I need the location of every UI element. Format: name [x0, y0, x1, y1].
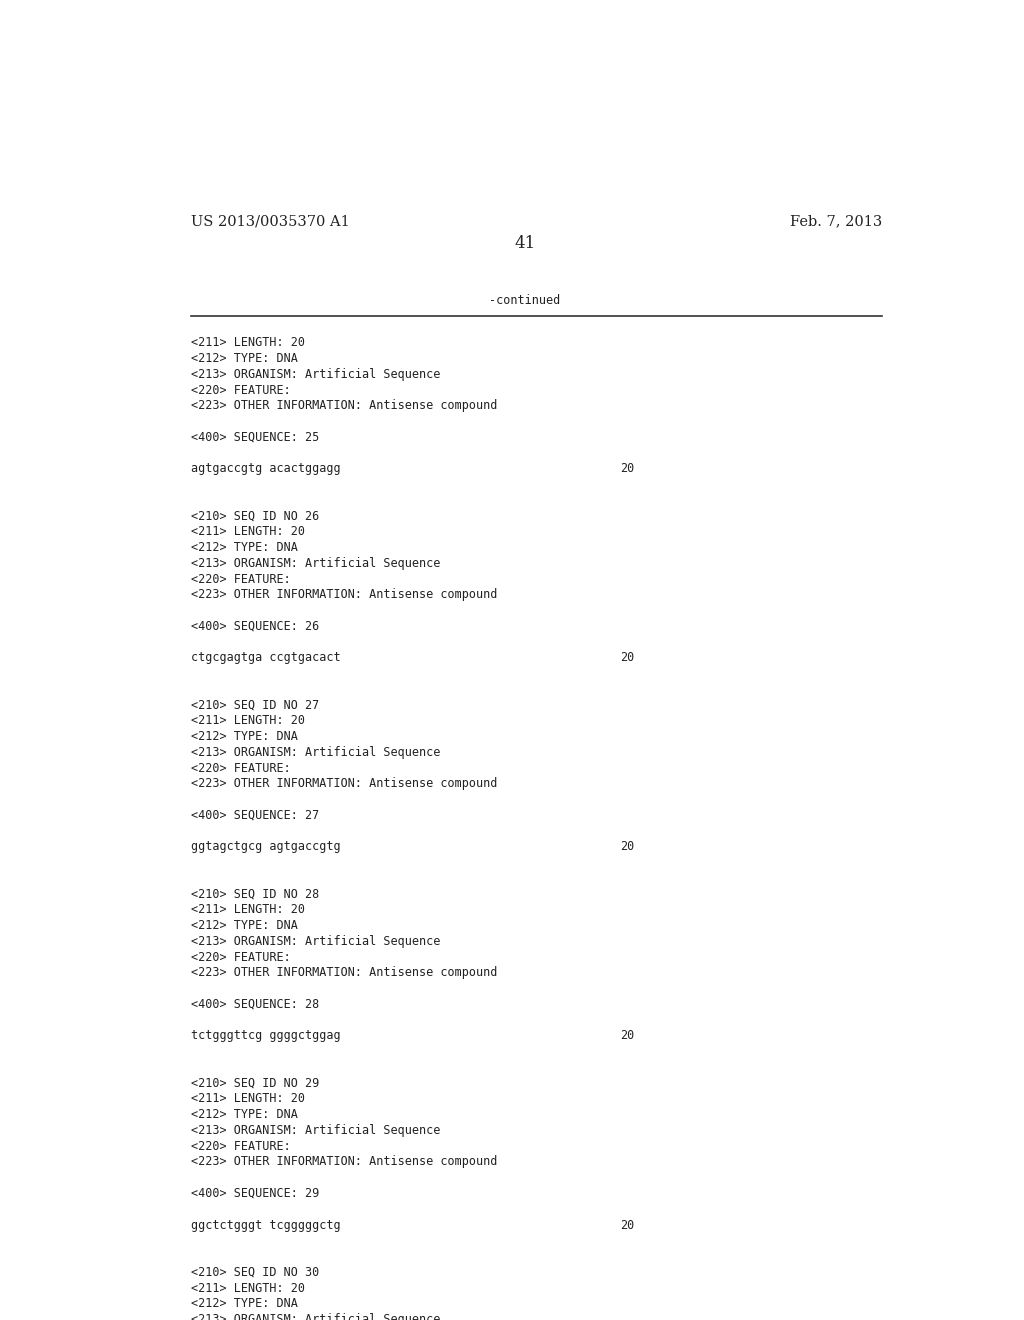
Text: <223> OTHER INFORMATION: Antisense compound: <223> OTHER INFORMATION: Antisense compo… — [191, 589, 498, 602]
Text: <400> SEQUENCE: 26: <400> SEQUENCE: 26 — [191, 620, 319, 632]
Text: tctgggttcg ggggctggag: tctgggttcg ggggctggag — [191, 1030, 341, 1043]
Text: <212> TYPE: DNA: <212> TYPE: DNA — [191, 1109, 298, 1121]
Text: <213> ORGANISM: Artificial Sequence: <213> ORGANISM: Artificial Sequence — [191, 557, 441, 570]
Text: <223> OTHER INFORMATION: Antisense compound: <223> OTHER INFORMATION: Antisense compo… — [191, 1155, 498, 1168]
Text: <212> TYPE: DNA: <212> TYPE: DNA — [191, 919, 298, 932]
Text: 20: 20 — [620, 841, 634, 854]
Text: <213> ORGANISM: Artificial Sequence: <213> ORGANISM: Artificial Sequence — [191, 368, 441, 380]
Text: <400> SEQUENCE: 27: <400> SEQUENCE: 27 — [191, 809, 319, 822]
Text: <400> SEQUENCE: 28: <400> SEQUENCE: 28 — [191, 998, 319, 1011]
Text: <223> OTHER INFORMATION: Antisense compound: <223> OTHER INFORMATION: Antisense compo… — [191, 399, 498, 412]
Text: <210> SEQ ID NO 29: <210> SEQ ID NO 29 — [191, 1077, 319, 1090]
Text: 20: 20 — [620, 1218, 634, 1232]
Text: <223> OTHER INFORMATION: Antisense compound: <223> OTHER INFORMATION: Antisense compo… — [191, 966, 498, 979]
Text: <213> ORGANISM: Artificial Sequence: <213> ORGANISM: Artificial Sequence — [191, 1313, 441, 1320]
Text: 20: 20 — [620, 651, 634, 664]
Text: <210> SEQ ID NO 30: <210> SEQ ID NO 30 — [191, 1266, 319, 1279]
Text: <212> TYPE: DNA: <212> TYPE: DNA — [191, 352, 298, 366]
Text: <212> TYPE: DNA: <212> TYPE: DNA — [191, 1298, 298, 1311]
Text: ctgcgagtga ccgtgacact: ctgcgagtga ccgtgacact — [191, 651, 341, 664]
Text: Feb. 7, 2013: Feb. 7, 2013 — [790, 214, 882, 228]
Text: <211> LENGTH: 20: <211> LENGTH: 20 — [191, 337, 305, 350]
Text: <210> SEQ ID NO 28: <210> SEQ ID NO 28 — [191, 887, 319, 900]
Text: <210> SEQ ID NO 26: <210> SEQ ID NO 26 — [191, 510, 319, 523]
Text: ggtagctgcg agtgaccgtg: ggtagctgcg agtgaccgtg — [191, 841, 341, 854]
Text: <210> SEQ ID NO 27: <210> SEQ ID NO 27 — [191, 698, 319, 711]
Text: <220> FEATURE:: <220> FEATURE: — [191, 573, 291, 586]
Text: 20: 20 — [620, 1030, 634, 1043]
Text: <211> LENGTH: 20: <211> LENGTH: 20 — [191, 1282, 305, 1295]
Text: <211> LENGTH: 20: <211> LENGTH: 20 — [191, 525, 305, 539]
Text: <220> FEATURE:: <220> FEATURE: — [191, 384, 291, 396]
Text: <220> FEATURE:: <220> FEATURE: — [191, 1139, 291, 1152]
Text: agtgaccgtg acactggagg: agtgaccgtg acactggagg — [191, 462, 341, 475]
Text: <220> FEATURE:: <220> FEATURE: — [191, 950, 291, 964]
Text: 41: 41 — [514, 235, 536, 252]
Text: ggctctgggt tcgggggctg: ggctctgggt tcgggggctg — [191, 1218, 341, 1232]
Text: <400> SEQUENCE: 25: <400> SEQUENCE: 25 — [191, 430, 319, 444]
Text: <212> TYPE: DNA: <212> TYPE: DNA — [191, 730, 298, 743]
Text: <400> SEQUENCE: 29: <400> SEQUENCE: 29 — [191, 1187, 319, 1200]
Text: US 2013/0035370 A1: US 2013/0035370 A1 — [191, 214, 350, 228]
Text: 20: 20 — [620, 462, 634, 475]
Text: <213> ORGANISM: Artificial Sequence: <213> ORGANISM: Artificial Sequence — [191, 935, 441, 948]
Text: <213> ORGANISM: Artificial Sequence: <213> ORGANISM: Artificial Sequence — [191, 1125, 441, 1137]
Text: <213> ORGANISM: Artificial Sequence: <213> ORGANISM: Artificial Sequence — [191, 746, 441, 759]
Text: <220> FEATURE:: <220> FEATURE: — [191, 762, 291, 775]
Text: <211> LENGTH: 20: <211> LENGTH: 20 — [191, 1093, 305, 1105]
Text: -continued: -continued — [489, 294, 560, 306]
Text: <223> OTHER INFORMATION: Antisense compound: <223> OTHER INFORMATION: Antisense compo… — [191, 777, 498, 791]
Text: <211> LENGTH: 20: <211> LENGTH: 20 — [191, 714, 305, 727]
Text: <212> TYPE: DNA: <212> TYPE: DNA — [191, 541, 298, 554]
Text: <211> LENGTH: 20: <211> LENGTH: 20 — [191, 903, 305, 916]
